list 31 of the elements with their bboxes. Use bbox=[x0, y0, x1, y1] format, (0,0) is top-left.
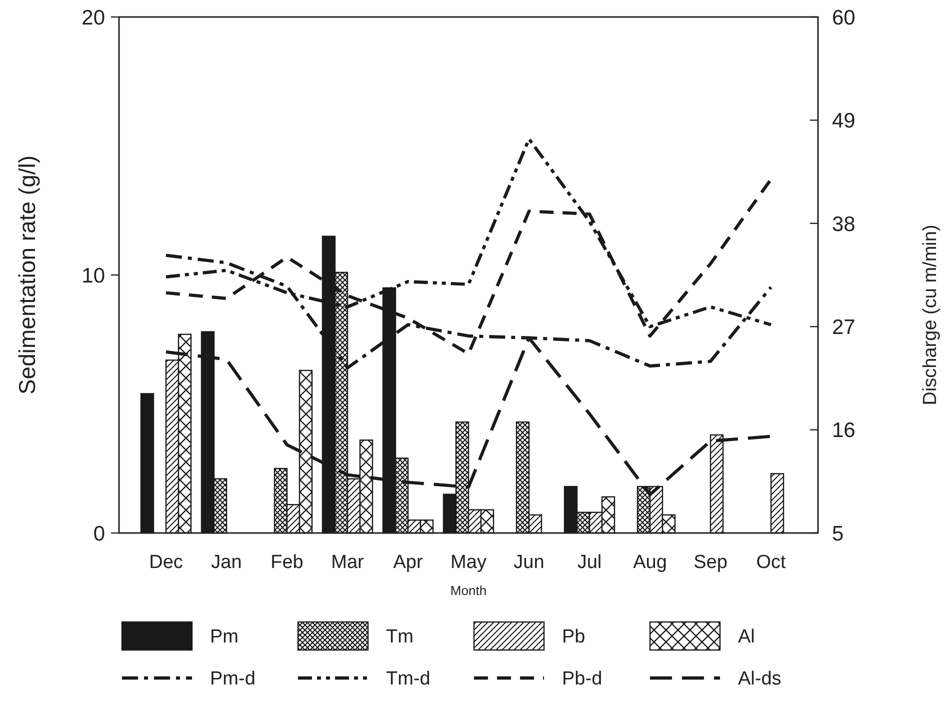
legend-label: Pm bbox=[210, 626, 238, 648]
x-tick-label: Jun bbox=[514, 552, 544, 573]
x-tick-label: Jan bbox=[211, 552, 242, 573]
legend-label: Al-ds bbox=[738, 668, 782, 690]
y-axis-title: Sedimentation rate (g/l) bbox=[14, 155, 40, 395]
y2-tick-label: 16 bbox=[832, 419, 856, 442]
legend-label: Al bbox=[738, 626, 755, 648]
x-tick-label: Mar bbox=[331, 552, 365, 573]
x-tick-label: Apr bbox=[393, 552, 424, 573]
x-tick-label: Feb bbox=[270, 552, 304, 573]
legend-label: Pm-d bbox=[210, 668, 256, 690]
x-tick-label: Aug bbox=[633, 552, 667, 573]
x-tick-label: Jul bbox=[577, 552, 602, 573]
legend-label: Pb-d bbox=[562, 668, 602, 690]
x-axis-title: Month bbox=[450, 583, 487, 598]
legend-label: Tm-d bbox=[386, 668, 430, 690]
y2-tick-label: 49 bbox=[832, 110, 856, 133]
x-tick-label: Oct bbox=[756, 552, 786, 573]
y-tick-label: 10 bbox=[82, 264, 105, 288]
legend-label: Pb bbox=[562, 626, 586, 648]
y2-tick-label: 38 bbox=[832, 212, 856, 236]
y2-axis-title: Discharge (cu m/min) bbox=[920, 224, 941, 406]
y-tick-label: 0 bbox=[93, 522, 105, 546]
legend-label: Tm bbox=[386, 626, 414, 648]
x-tick-label: May bbox=[450, 552, 487, 573]
y2-tick-label: 5 bbox=[832, 522, 844, 546]
y-tick-label: 20 bbox=[82, 6, 105, 30]
y2-tick-label: 27 bbox=[832, 316, 856, 339]
y2-tick-label: 60 bbox=[832, 6, 856, 30]
x-tick-label: Sep bbox=[694, 552, 728, 573]
x-tick-label: Dec bbox=[149, 552, 183, 573]
